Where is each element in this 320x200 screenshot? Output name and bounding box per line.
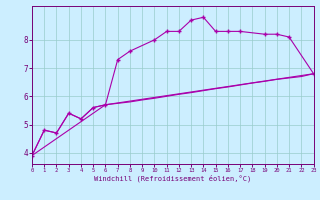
X-axis label: Windchill (Refroidissement éolien,°C): Windchill (Refroidissement éolien,°C) [94, 175, 252, 182]
